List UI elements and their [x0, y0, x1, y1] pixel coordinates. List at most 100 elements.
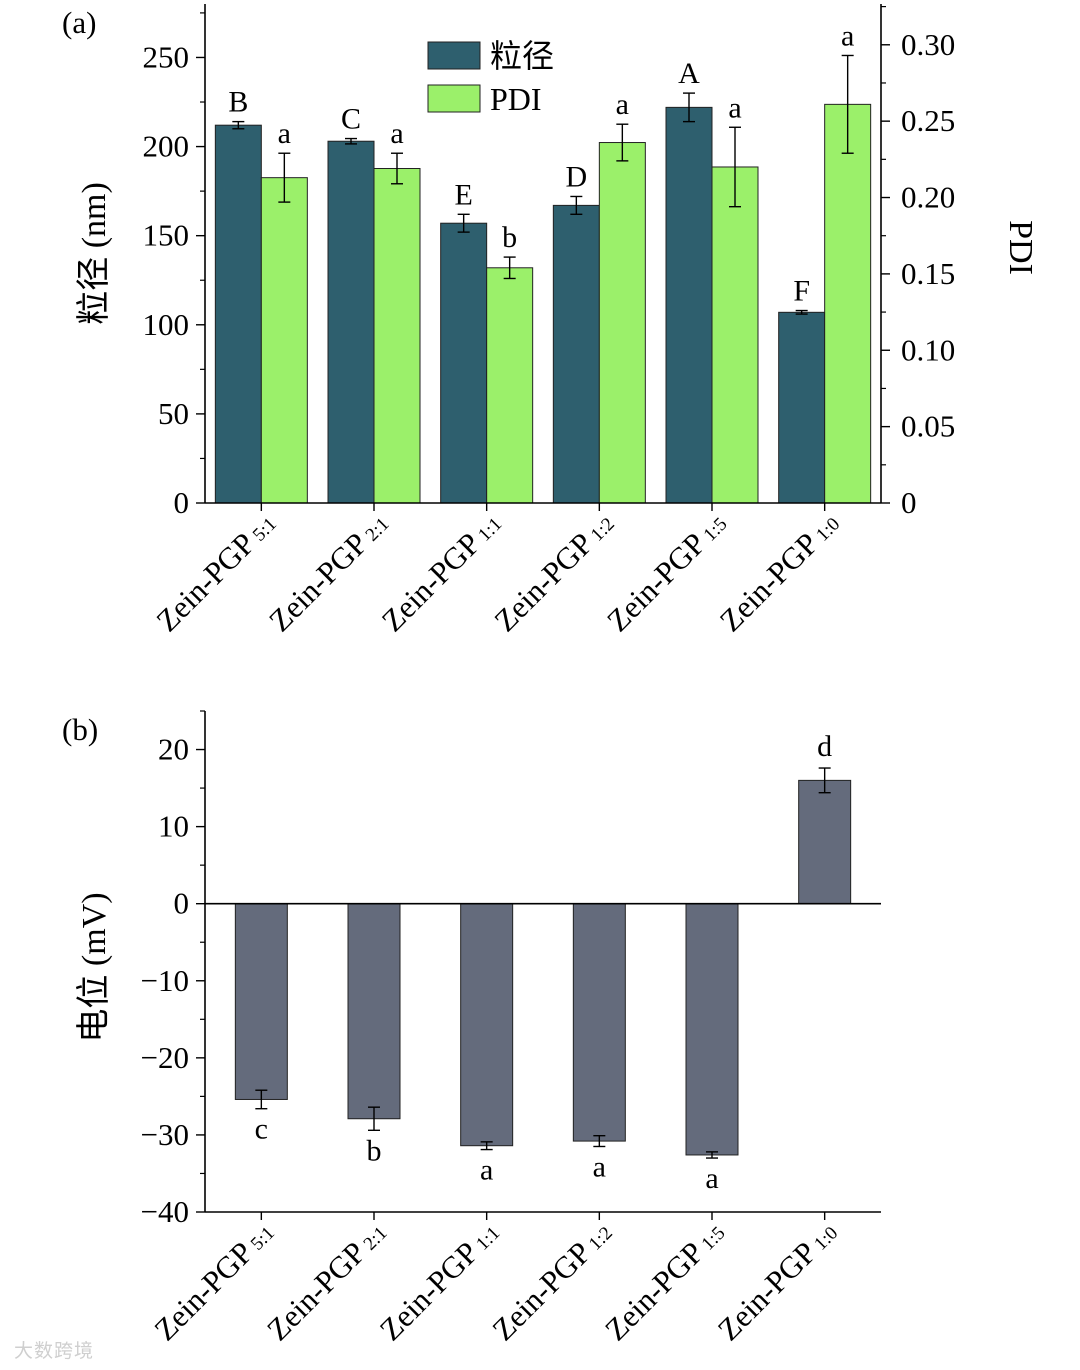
error-bar-pdi-0	[278, 152, 291, 203]
sig-label-size-4: A	[678, 57, 700, 90]
x-tick-label-1: Zein-PGP 2:1	[260, 1214, 393, 1347]
x-tick-label-base: Zein-PGP	[373, 1235, 485, 1347]
panel-a-size-pdi-chart: Ba Zein-PGP 5:1 C a Zein-PGP 2:1 Eb Zein-PGP 1…	[62, 4, 1039, 638]
sig-label-zeta-3: a	[593, 1150, 606, 1183]
x-tick-label-base: Zein-PGP	[600, 526, 712, 638]
error-bar-pdi-1	[391, 152, 403, 185]
panel-label-a: (a)	[62, 5, 96, 40]
x-tick-label-base: Zein-PGP	[260, 1235, 372, 1347]
bar-zeta-3	[572, 903, 626, 1142]
bar-pdi-3	[598, 142, 646, 504]
x-tick-label-0: Zein-PGP 5:1	[149, 505, 282, 638]
y-tick-label-b-3: −10	[141, 963, 189, 998]
legend-swatch-size	[427, 41, 481, 70]
bar-pdi-4	[711, 166, 759, 504]
y-tick-label-2: 100	[143, 307, 190, 342]
x-tick-label-base: Zein-PGP	[375, 526, 487, 638]
x-tick-label-base: Zein-PGP	[598, 1235, 710, 1347]
y-tick-label-b-2: −20	[141, 1040, 189, 1075]
x-tick-label-3: Zein-PGP 1:2	[487, 505, 620, 638]
panel-b-zeta-potential-chart: c Zein-PGP 5:1 b Zein-PGP 2:1 a Zein-PGP 1:1 a…	[62, 710, 881, 1347]
sig-label-zeta-4: a	[705, 1162, 718, 1195]
error-bar-pdi-3	[616, 123, 629, 162]
x-tick-label-2: Zein-PGP 1:1	[375, 505, 508, 638]
y-axis-title: 粒径 (nm)	[75, 182, 113, 325]
x-tick-label-5: Zein-PGP 1:0	[713, 505, 846, 638]
sig-label-pdi-2: b	[502, 221, 517, 254]
legend: 粒径 PDI	[427, 38, 554, 117]
error-bar-zeta-1	[368, 1106, 380, 1131]
sig-label-size-1: C	[341, 103, 361, 136]
bar-zeta-1	[347, 903, 401, 1120]
y2-tick-label-6: 0.30	[901, 27, 955, 62]
error-bar-size-5	[795, 309, 808, 315]
bar-size-3	[552, 204, 600, 504]
sig-label-zeta-1: b	[367, 1134, 382, 1167]
y-tick-label-b-1: −30	[141, 1117, 189, 1152]
error-bar-zeta-3	[593, 1134, 606, 1148]
x-tick-label-base: Zein-PGP	[149, 526, 261, 638]
bar-pdi-5	[824, 103, 872, 504]
x-tick-label-base: Zein-PGP	[487, 526, 599, 638]
error-bar-pdi-4	[729, 126, 741, 208]
y2-tick-label-5: 0.25	[901, 103, 955, 138]
y2-tick-label-0: 0	[901, 485, 917, 520]
sig-label-pdi-1: a	[390, 117, 403, 150]
bar-pdi-2	[486, 267, 534, 504]
sig-label-size-2: E	[455, 178, 473, 211]
bar-size-1	[327, 140, 375, 504]
watermark: 大数跨境	[14, 1340, 95, 1362]
y-tick-label-1: 50	[158, 396, 189, 431]
error-bar-size-0	[232, 120, 245, 130]
x-tick-label-3: Zein-PGP 1:2	[485, 1214, 618, 1347]
error-bar-size-1	[345, 137, 357, 145]
sig-label-size-5: F	[793, 275, 810, 308]
bar-size-5	[778, 311, 826, 504]
sig-label-pdi-0: a	[278, 117, 291, 150]
y-tick-label-b-4: 0	[174, 886, 190, 921]
sig-label-zeta-0: c	[255, 1113, 268, 1146]
sig-label-zeta-5: d	[817, 730, 832, 763]
y2-tick-label-2: 0.10	[901, 332, 955, 367]
legend-label-pdi: PDI	[490, 81, 542, 117]
sig-label-size-0: B	[228, 86, 248, 119]
x-tick-label-0: Zein-PGP 5:1	[147, 1214, 280, 1347]
bar-pdi-1	[373, 168, 421, 504]
bar-zeta-4	[685, 903, 739, 1156]
y2-axis-title: PDI	[1002, 220, 1039, 275]
error-bar-size-4	[683, 92, 695, 123]
error-bar-pdi-5	[841, 54, 854, 154]
error-bar-size-2	[457, 213, 470, 233]
bar-size-2	[440, 222, 488, 504]
bar-size-4	[665, 106, 713, 504]
x-tick-label-base: Zein-PGP	[713, 526, 825, 638]
error-bar-pdi-2	[503, 256, 516, 280]
y-tick-label-b-0: −40	[141, 1194, 189, 1229]
error-bar-zeta-0	[255, 1089, 268, 1110]
bar-zeta-2	[460, 903, 514, 1147]
y-tick-label-4: 200	[143, 129, 190, 164]
legend-swatch-pdi	[427, 84, 481, 113]
y-tick-label-0: 0	[174, 485, 190, 520]
x-tick-label-base: Zein-PGP	[147, 1235, 259, 1347]
y-tick-label-b-6: 20	[158, 732, 189, 767]
bar-size-0	[214, 124, 262, 504]
x-tick-label-4: Zein-PGP 1:5	[600, 505, 733, 638]
x-tick-label-base: Zein-PGP	[711, 1235, 823, 1347]
legend-label-size: 粒径	[490, 38, 554, 74]
bar-zeta-0	[234, 903, 288, 1100]
error-bar-zeta-5	[818, 767, 831, 794]
y-tick-label-5: 250	[143, 39, 190, 74]
sig-label-pdi-5: a	[841, 19, 854, 52]
panel-label-b: (b)	[62, 712, 98, 747]
y2-tick-label-1: 0.05	[901, 409, 955, 444]
error-bar-zeta-4	[706, 1151, 718, 1159]
x-tick-label-4: Zein-PGP 1:5	[598, 1214, 731, 1347]
bar-pdi-0	[260, 177, 308, 504]
y-tick-label-3: 150	[143, 218, 190, 253]
x-tick-label-base: Zein-PGP	[485, 1235, 597, 1347]
x-tick-label-5: Zein-PGP 1:0	[711, 1214, 844, 1347]
error-bar-size-3	[570, 195, 583, 215]
x-tick-label-base: Zein-PGP	[262, 526, 374, 638]
